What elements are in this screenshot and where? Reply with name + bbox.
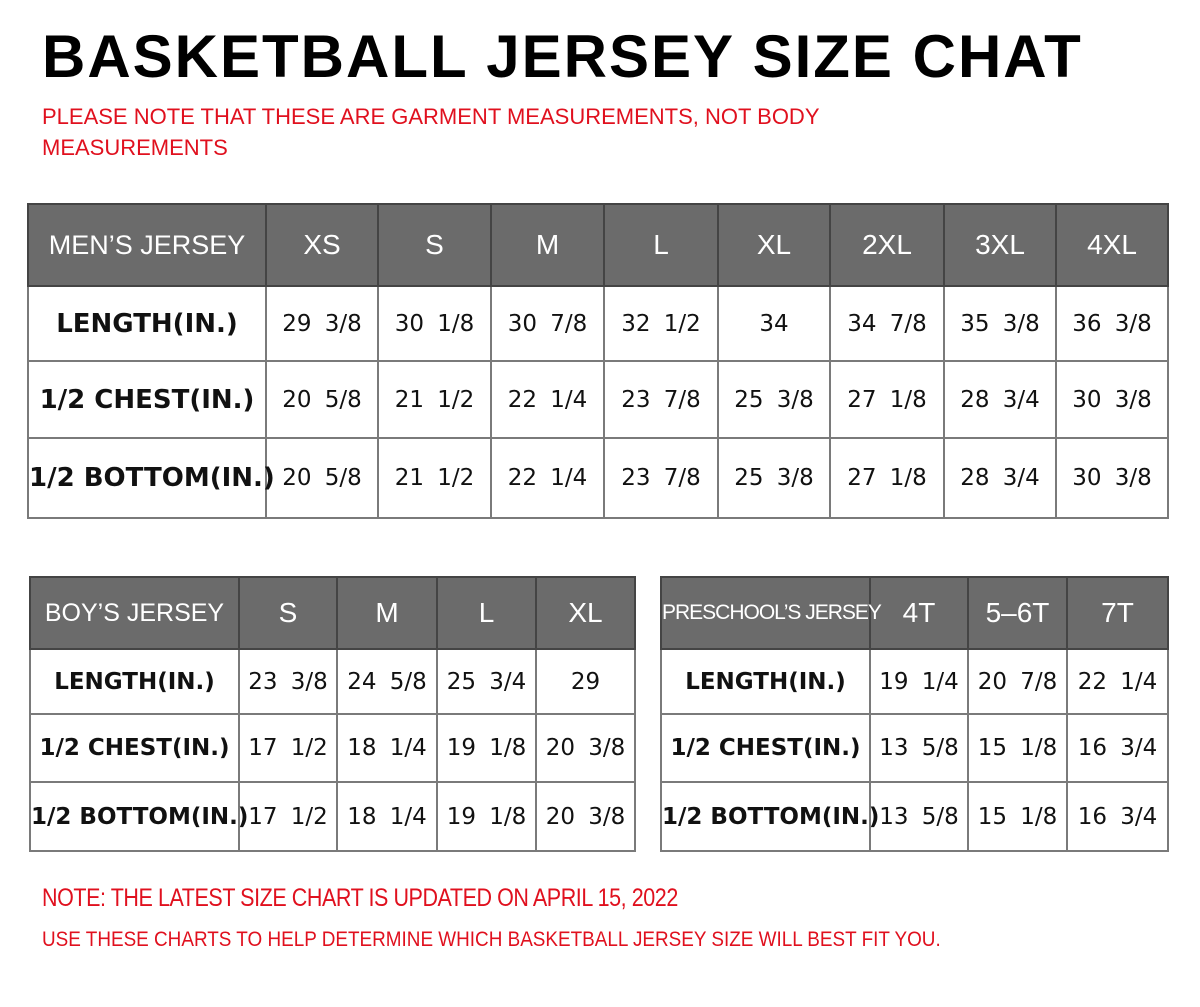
measurement-value: 28 3/4 (943, 437, 1057, 519)
table-row: LENGTH(IN.) 19 1/4 20 7/8 22 1/4 (660, 648, 1169, 715)
measurement-label: 1/2 CHEST(IN.) (29, 713, 240, 783)
table-row: LENGTH(IN.) 29 3/8 30 1/8 30 7/8 32 1/2 34 34 … (27, 285, 1169, 362)
fit-note: USE THESE CHARTS TO HELP DETERMINE WHICH… (42, 928, 941, 951)
update-note: NOTE: THE LATEST SIZE CHART IS UPDATED O… (42, 884, 678, 912)
measurement-label: 1/2 CHEST(IN.) (27, 360, 267, 439)
table-title: MEN’S JERSEY (27, 203, 267, 287)
measurement-label: 1/2 CHEST(IN.) (660, 713, 871, 783)
measurement-value: 19 1/8 (436, 713, 537, 783)
table-title: PRESCHOOL’S JERSEY (660, 576, 882, 650)
measurement-value: 13 5/8 (869, 781, 969, 852)
size-header: 5–6T (967, 576, 1068, 650)
measurement-value: 20 5/8 (265, 437, 379, 519)
measurement-value: 30 3/8 (1055, 437, 1169, 519)
measurement-value: 15 1/8 (967, 781, 1068, 852)
measurement-value: 17 1/2 (238, 781, 338, 852)
measurement-value: 18 1/4 (336, 781, 438, 852)
header-row: PRESCHOOL’S JERSEY 4T 5–6T 7T (660, 576, 1169, 650)
size-header: 7T (1066, 576, 1169, 650)
measurement-label: 1/2 BOTTOM(IN.) (660, 781, 879, 852)
table-row: 1/2 CHEST(IN.) 17 1/2 18 1/4 19 1/8 20 3/8 (29, 713, 636, 783)
size-header: M (490, 203, 605, 287)
measurement-value: 36 3/8 (1055, 285, 1169, 362)
size-header: L (436, 576, 537, 650)
measurement-value: 20 7/8 (967, 648, 1068, 715)
measurement-label: LENGTH(IN.) (27, 285, 267, 362)
measurement-label: LENGTH(IN.) (29, 648, 240, 715)
measurement-value: 25 3/8 (717, 437, 831, 519)
measurement-value: 20 3/8 (535, 713, 636, 783)
size-header: 3XL (943, 203, 1057, 287)
measurement-value: 30 7/8 (490, 285, 605, 362)
measurement-value: 19 1/8 (436, 781, 537, 852)
measurement-value: 30 3/8 (1055, 360, 1169, 439)
garment-note-line1: PLEASE NOTE THAT THESE ARE GARMENT MEASU… (42, 104, 820, 129)
measurement-value: 19 1/4 (869, 648, 969, 715)
measurement-value: 28 3/4 (943, 360, 1057, 439)
measurement-label: LENGTH(IN.) (660, 648, 871, 715)
measurement-value: 30 1/8 (377, 285, 492, 362)
measurement-value: 22 1/4 (490, 360, 605, 439)
header-row: BOY’S JERSEY S M L XL (29, 576, 636, 650)
measurement-value: 23 7/8 (603, 437, 719, 519)
measurement-value: 20 5/8 (265, 360, 379, 439)
measurement-label: 1/2 BOTTOM(IN.) (29, 781, 248, 852)
size-header: XS (265, 203, 379, 287)
measurement-value: 25 3/4 (436, 648, 537, 715)
measurement-value: 17 1/2 (238, 713, 338, 783)
measurement-value: 16 3/4 (1066, 781, 1169, 852)
page-title: BASKETBALL JERSEY SIZE CHAT (42, 23, 1083, 90)
measurement-value: 25 3/8 (717, 360, 831, 439)
table-row: 1/2 CHEST(IN.) 13 5/8 15 1/8 16 3/4 (660, 713, 1169, 783)
table-row: LENGTH(IN.) 23 3/8 24 5/8 25 3/4 29 (29, 648, 636, 715)
measurement-value: 23 3/8 (238, 648, 338, 715)
measurement-value: 27 1/8 (829, 437, 945, 519)
measurement-value: 22 1/4 (490, 437, 605, 519)
preschool-size-table: PRESCHOOL’S JERSEY 4T 5–6T 7T LENGTH(IN.) 19 … (660, 576, 1169, 852)
measurement-value: 22 1/4 (1066, 648, 1169, 715)
size-header: S (377, 203, 492, 287)
measurement-value: 21 1/2 (377, 437, 492, 519)
measurement-value: 18 1/4 (336, 713, 438, 783)
measurement-value: 34 7/8 (829, 285, 945, 362)
measurement-value: 15 1/8 (967, 713, 1068, 783)
size-header: 4XL (1055, 203, 1169, 287)
size-header: M (336, 576, 438, 650)
measurement-value: 24 5/8 (336, 648, 438, 715)
boys-size-table: BOY’S JERSEY S M L XL LENGTH(IN.) 23 3/8 24 5/8… (29, 576, 636, 852)
measurement-value: 23 7/8 (603, 360, 719, 439)
garment-note-line2: MEASUREMENTS (42, 135, 228, 160)
size-header: XL (535, 576, 636, 650)
measurement-value: 16 3/4 (1066, 713, 1169, 783)
measurement-label: 1/2 BOTTOM(IN.) (27, 437, 275, 519)
measurement-value: 35 3/8 (943, 285, 1057, 362)
measurement-value: 20 3/8 (535, 781, 636, 852)
measurement-value: 21 1/2 (377, 360, 492, 439)
measurement-value: 13 5/8 (869, 713, 969, 783)
size-header: S (238, 576, 338, 650)
measurement-value: 29 3/8 (265, 285, 379, 362)
size-header: L (603, 203, 719, 287)
size-header: 2XL (829, 203, 945, 287)
table-row: 1/2 BOTTOM(IN.) 20 5/8 21 1/2 22 1/4 23 7/8 2… (27, 437, 1169, 519)
header-row: MEN’S JERSEY XS S M L XL 2XL 3XL 4XL (27, 203, 1169, 287)
measurement-value: 32 1/2 (603, 285, 719, 362)
mens-size-table: MEN’S JERSEY XS S M L XL 2XL 3XL 4XL LENGTH(IN.) 2… (27, 203, 1169, 519)
measurement-value: 34 (717, 285, 831, 362)
table-row: 1/2 BOTTOM(IN.) 13 5/8 15 1/8 16 3/4 (660, 781, 1169, 852)
table-row: 1/2 BOTTOM(IN.) 17 1/2 18 1/4 19 1/8 20 3/8 (29, 781, 636, 852)
size-header: 4T (869, 576, 969, 650)
size-header: XL (717, 203, 831, 287)
table-row: 1/2 CHEST(IN.) 20 5/8 21 1/2 22 1/4 23 7/8 25… (27, 360, 1169, 439)
table-title: BOY’S JERSEY (29, 576, 240, 650)
measurement-value: 29 (535, 648, 636, 715)
measurement-value: 27 1/8 (829, 360, 945, 439)
